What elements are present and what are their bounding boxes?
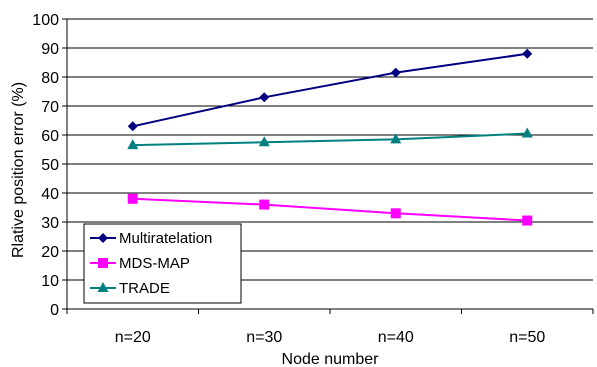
y-tick-label: 40 xyxy=(41,186,59,203)
series-lines xyxy=(127,48,533,226)
y-tick-label: 20 xyxy=(41,244,59,261)
legend-item-multiratelation: Multiratelation xyxy=(90,230,212,247)
y-tick-label: 60 xyxy=(41,128,59,145)
y-axis-title: Rlative position error (%) xyxy=(10,82,27,258)
y-tick-label: 90 xyxy=(41,41,59,58)
legend-item-mds-map: MDS-MAP xyxy=(90,255,190,272)
legend: Multiratelation MDS-MAP TRADE xyxy=(83,223,242,304)
legend-item-trade: TRADE xyxy=(90,280,170,297)
data-point xyxy=(259,92,270,103)
x-tick-labels: n=20 n=30 n=40 n=50 xyxy=(115,329,546,346)
y-tick-label: 100 xyxy=(32,12,59,29)
data-point xyxy=(390,208,401,219)
legend-label: Multiratelation xyxy=(119,230,212,247)
data-point xyxy=(127,193,138,204)
x-tick-label: n=50 xyxy=(509,329,545,346)
y-tick-label: 80 xyxy=(41,70,59,87)
x-tick-label: n=40 xyxy=(378,329,414,346)
series-line xyxy=(132,197,528,222)
data-point xyxy=(127,139,139,150)
x-tick-label: n=30 xyxy=(246,329,282,346)
data-point xyxy=(390,67,401,78)
legend-swatch-marker xyxy=(98,233,108,243)
data-point xyxy=(521,127,533,138)
data-point xyxy=(522,48,533,59)
data-point xyxy=(127,121,138,132)
data-point xyxy=(259,199,270,210)
y-tick-label: 70 xyxy=(41,99,59,116)
x-tick-label: n=20 xyxy=(115,329,151,346)
axes xyxy=(66,19,594,314)
y-tick-label: 50 xyxy=(41,157,59,174)
y-tick-label: 30 xyxy=(41,215,59,232)
series-multiratelation xyxy=(127,48,533,132)
series-trade xyxy=(127,127,533,150)
series-line xyxy=(132,132,528,147)
x-axis-title: Node number xyxy=(282,351,380,367)
y-tick-label: 10 xyxy=(41,273,59,290)
legend-label: TRADE xyxy=(119,280,170,297)
data-point xyxy=(258,136,270,147)
legend-label: MDS-MAP xyxy=(119,255,190,272)
data-point xyxy=(522,215,533,226)
y-tick-labels: 0 10 20 30 40 50 60 70 80 90 100 xyxy=(32,12,59,319)
series-mds-map xyxy=(127,193,533,226)
legend-swatch-marker xyxy=(97,282,109,292)
legend-swatch-marker xyxy=(98,258,108,268)
series-line xyxy=(132,52,528,128)
data-point xyxy=(390,133,402,144)
y-tick-label: 0 xyxy=(50,302,59,319)
